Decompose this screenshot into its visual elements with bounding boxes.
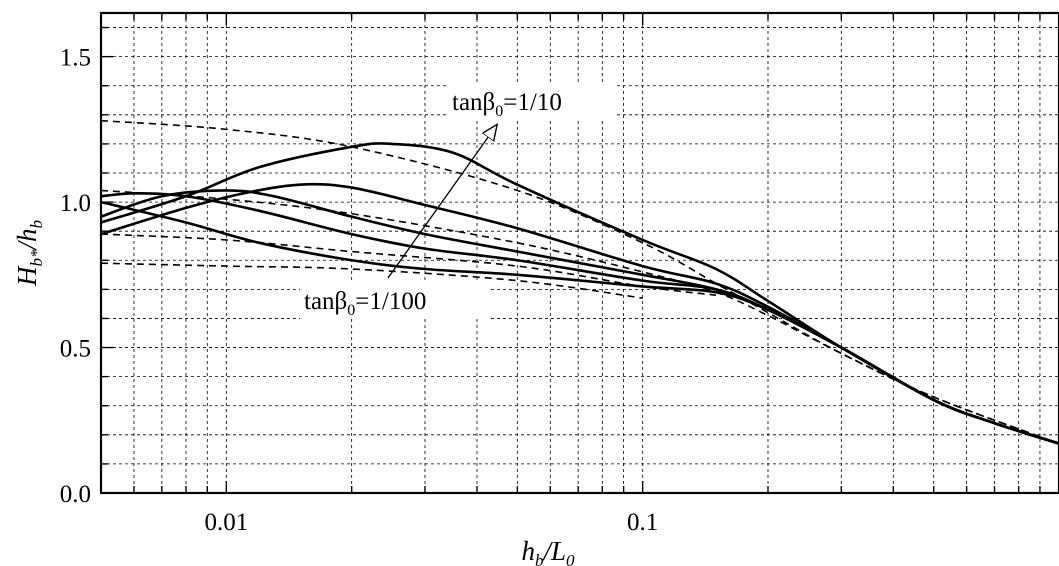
dashed-curve-9 <box>101 262 643 299</box>
annotation-bottom-bg <box>300 283 490 319</box>
annotation-top: tanβ0=1/10 <box>452 89 562 120</box>
y-tick-label: 0.5 <box>60 336 91 363</box>
plot-frame <box>99 11 1059 495</box>
dashed-curve-6 <box>101 119 1059 445</box>
grid <box>101 13 1059 493</box>
x-tick-label: 0.01 <box>204 509 248 536</box>
solid-curve-5 <box>101 200 1059 445</box>
solid-curve-4 <box>101 192 1059 445</box>
annotation-top-bg <box>448 84 614 118</box>
annotation-arrow <box>387 126 496 279</box>
dashed-curve-7 <box>101 189 1059 445</box>
dashed-curve-8 <box>101 233 717 296</box>
solid-curve-3 <box>101 189 1059 445</box>
x-axis-title: hb/L0 <box>521 536 575 566</box>
y-axis-title: Hb*/hb <box>12 220 46 287</box>
curves <box>101 119 1059 445</box>
y-tick-label: 0.0 <box>60 481 91 508</box>
solid-curve-2 <box>101 182 1059 445</box>
ticks <box>101 13 1041 493</box>
annotation-bottom: tanβ0=1/100 <box>304 288 426 319</box>
solid-curve-1 <box>101 142 1059 445</box>
y-tick-label: 1.5 <box>60 45 91 72</box>
x-tick-label: 0.1 <box>627 509 658 536</box>
y-tick-label: 1.0 <box>60 190 91 217</box>
